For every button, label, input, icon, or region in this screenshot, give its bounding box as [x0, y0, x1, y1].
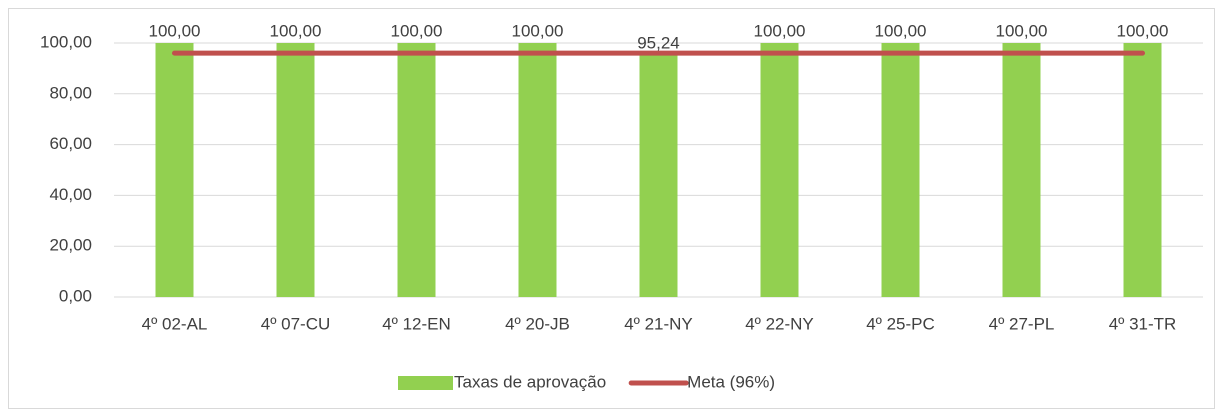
y-tick-label: 0,00	[59, 286, 92, 305]
data-label: 100,00	[149, 21, 201, 40]
bar	[276, 43, 315, 297]
legend-label: Meta (96%)	[687, 372, 775, 391]
legend-swatch	[398, 376, 453, 390]
data-label: 95,24	[637, 34, 680, 53]
bar	[881, 43, 920, 297]
data-label: 100,00	[391, 21, 443, 40]
bar	[760, 43, 799, 297]
data-label: 100,00	[875, 21, 927, 40]
data-label: 100,00	[996, 21, 1048, 40]
data-label: 100,00	[1117, 21, 1169, 40]
x-tick-label: 4º 27-PL	[989, 314, 1055, 333]
bar	[155, 43, 194, 297]
bar	[1123, 43, 1162, 297]
x-tick-label: 4º 12-EN	[382, 314, 451, 333]
data-label: 100,00	[754, 21, 806, 40]
data-label: 100,00	[270, 21, 322, 40]
x-tick-label: 4º 20-JB	[505, 314, 570, 333]
bar	[1002, 43, 1041, 297]
y-tick-label: 80,00	[49, 83, 92, 102]
x-tick-label: 4º 21-NY	[624, 314, 693, 333]
y-tick-label: 40,00	[49, 185, 92, 204]
x-tick-label: 4º 22-NY	[745, 314, 814, 333]
y-tick-label: 60,00	[49, 134, 92, 153]
bar	[397, 43, 436, 297]
bar	[639, 55, 678, 298]
y-tick-label: 20,00	[49, 236, 92, 255]
y-tick-label: 100,00	[40, 32, 92, 51]
data-label: 100,00	[512, 21, 564, 40]
x-tick-label: 4º 07-CU	[261, 314, 331, 333]
x-tick-label: 4º 02-AL	[142, 314, 208, 333]
legend-label: Taxas de aprovação	[454, 372, 606, 391]
bar	[518, 43, 557, 297]
x-tick-label: 4º 25-PC	[866, 314, 935, 333]
x-tick-label: 4º 31-TR	[1109, 314, 1177, 333]
